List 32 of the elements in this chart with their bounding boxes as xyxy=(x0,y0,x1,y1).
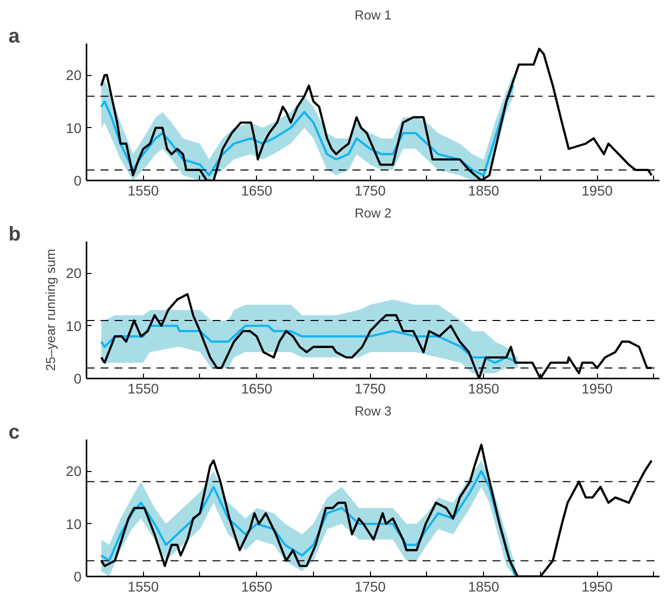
x-tick-label: 1950 xyxy=(582,578,613,594)
x-tick-label: 1850 xyxy=(468,578,500,594)
x-tick-label: 1550 xyxy=(128,578,160,594)
y-axis-title: 25–year running sum xyxy=(42,248,58,372)
y-tick-label: 0 xyxy=(74,172,82,188)
x-tick-label: 1850 xyxy=(468,380,500,396)
x-tick-label: 1750 xyxy=(354,182,386,198)
chart-title: Row 3 xyxy=(354,404,392,418)
x-tick-label: 1950 xyxy=(582,182,613,198)
x-tick-label: 1750 xyxy=(354,380,386,396)
text: b xyxy=(8,224,21,246)
text: a xyxy=(8,26,20,48)
x-tick-label: 1850 xyxy=(468,182,500,198)
text: c xyxy=(8,422,20,444)
x-tick-label: 1550 xyxy=(128,182,160,198)
y-tick-label: 10 xyxy=(66,516,82,532)
x-tick-label: 1650 xyxy=(241,380,272,396)
x-tick-label: 1650 xyxy=(241,578,272,594)
y-tick-label: 10 xyxy=(66,318,82,334)
chart-title: Row 2 xyxy=(354,206,392,220)
y-tick-label: 20 xyxy=(66,67,82,84)
x-tick-label: 1550 xyxy=(128,380,160,396)
y-tick-label: 0 xyxy=(74,568,82,584)
chart-title: Row 1 xyxy=(354,8,392,22)
x-tick-label: 1650 xyxy=(241,182,272,198)
y-tick-label: 20 xyxy=(66,265,82,282)
x-tick-label: 1950 xyxy=(582,380,613,396)
y-tick-label: 20 xyxy=(66,463,82,480)
y-tick-label: 0 xyxy=(74,370,82,386)
x-tick-label: 1750 xyxy=(354,578,386,594)
y-tick-label: 10 xyxy=(66,120,82,136)
line-series xyxy=(100,324,519,364)
